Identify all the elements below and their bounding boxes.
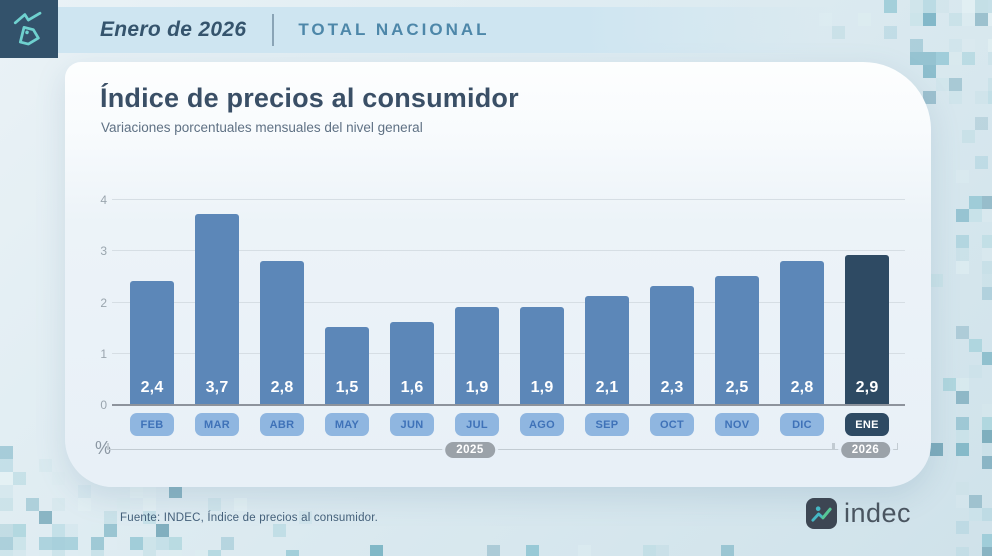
bar-feb: 2,4 [130,281,174,404]
page-title: Índice de precios al consumidor [100,83,519,113]
header-scope: TOTAL NACIONAL [298,20,490,39]
bar-value-label: 1,5 [335,379,359,396]
bar-value-label: 2,8 [270,379,294,396]
page-subtitle: Variaciones porcentuales mensuales del n… [101,120,423,135]
bar-mar: 3,7 [195,214,239,404]
y-axis-tick: 2 [100,295,107,310]
indec-logo-text: indec [844,498,912,528]
indec-logo: indec [806,498,911,529]
bar-value-label: 2,1 [595,379,619,396]
bar-nov: 2,5 [715,275,759,404]
bar-value-label: 2,4 [140,379,164,396]
month-badge-feb: FEB [130,413,174,436]
bar-value-label: 1,9 [465,379,489,396]
bar-value-label: 2,8 [790,379,814,396]
month-badge-abr: ABR [260,413,304,436]
gridline-y0 [112,404,905,406]
source-note: Fuente: INDEC, Índice de precios al cons… [120,512,379,524]
bar-ene: 2,9 [845,255,889,404]
month-badge-sep: SEP [585,413,629,436]
bar-value-label: 2,9 [855,379,879,396]
bar-value-label: 3,7 [205,379,229,396]
header-bar: Enero de 2026 TOTAL NACIONAL [58,7,830,53]
bar-jun: 1,6 [390,322,434,404]
month-badge-ene: ENE [845,413,889,436]
header-period: Enero de 2026 [100,18,247,41]
bar-value-label: 2,3 [660,379,684,396]
header-divider [272,14,275,46]
month-badge-may: MAY [325,413,369,436]
y-axis-tick: 1 [100,346,107,361]
plot-area: 0 1 2 3 4 2,4 FEB 3,7 MAR 2,8 ABR 1,5 MAY 1,6 JUN 1,9 JU… [65,62,931,487]
y-axis-tick: 4 [100,193,107,207]
price-tag-icon [0,0,58,58]
bar-value-label: 1,9 [530,379,554,396]
gridline-y2 [112,301,905,303]
bar-value-label: 2,5 [725,379,749,396]
month-badge-jun: JUN [390,413,434,436]
month-badge-dic: DIC [780,413,824,436]
bar-value-label: 1,6 [400,379,424,396]
gridline-y1 [112,352,905,354]
bar-ago: 1,9 [520,306,564,404]
chart-card: Índice de precios al consumidor Variacio… [65,62,931,487]
gridline-y3 [112,250,905,252]
month-badge-mar: MAR [195,413,239,436]
indec-logo-icon [806,498,837,529]
month-badge-jul: JUL [455,413,499,436]
y-axis-tick: 0 [100,398,107,412]
month-badge-nov: NOV [715,413,759,436]
gridline-y4 [112,199,905,200]
bar-abr: 2,8 [260,260,304,404]
bar-jul: 1,9 [455,306,499,404]
bar-sep: 2,1 [585,296,629,404]
month-badge-oct: OCT [650,413,694,436]
year-pill-2025: 2025 [445,442,495,458]
year-pill-2026: 2026 [840,442,891,458]
bar-oct: 2,3 [650,286,694,404]
bar-dic: 2,8 [780,260,824,404]
y-axis-tick: 3 [100,244,107,259]
month-badge-ago: AGO [520,413,564,436]
bar-may: 1,5 [325,327,369,404]
